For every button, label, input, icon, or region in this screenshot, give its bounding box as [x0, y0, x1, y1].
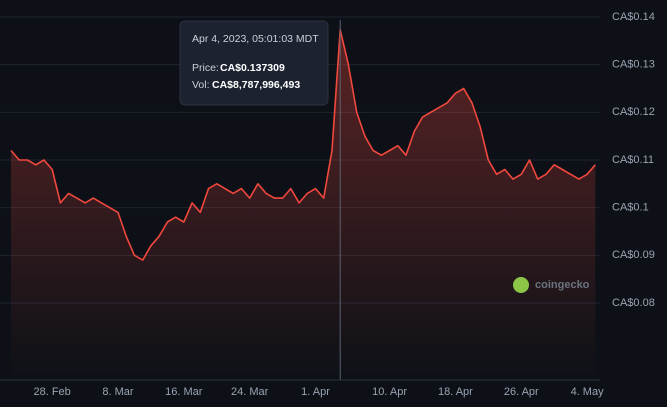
tooltip-box	[179, 20, 329, 106]
price-line	[10, 29, 596, 261]
price-area	[11, 29, 596, 381]
y-tick-label: CA$0.1	[612, 202, 649, 214]
x-tick-label: 16. Mar	[165, 386, 203, 398]
x-tick-label: 10. Apr	[372, 386, 407, 398]
x-tick-label: 4. May	[571, 386, 605, 398]
tooltip-vol: CA$8,787,996,493	[212, 79, 300, 91]
y-tick-label: CA$0.11	[612, 154, 654, 166]
x-tick-label: 26. Apr	[504, 386, 539, 398]
watermark-text: coingecko	[535, 279, 590, 291]
watermark: coingecko	[513, 277, 590, 293]
x-tick-label: 8. Mar	[102, 386, 134, 398]
tooltip-date: Apr 4, 2023, 05:01:03 MDT	[192, 33, 319, 45]
watermark-logo	[513, 277, 529, 293]
x-tick-label: 24. Mar	[231, 386, 269, 398]
tooltip-price: CA$0.137309	[220, 62, 285, 74]
y-tick-label: CA$0.08	[612, 297, 655, 309]
tooltip-vol-label: Vol:	[192, 79, 210, 91]
y-tick-label: CA$0.09	[612, 249, 655, 261]
x-tick-label: 18. Apr	[438, 386, 473, 398]
x-tick-label: 1. Apr	[301, 386, 330, 398]
y-tick-label: CA$0.13	[612, 59, 655, 71]
tooltip: Apr 4, 2023, 05:01:03 MDT Price: CA$0.13…	[179, 20, 329, 106]
tooltip-price-label: Price:	[192, 62, 219, 74]
x-tick-label: 28. Feb	[33, 386, 70, 398]
y-tick-label: CA$0.14	[612, 11, 655, 23]
y-tick-label: CA$0.12	[612, 106, 655, 118]
